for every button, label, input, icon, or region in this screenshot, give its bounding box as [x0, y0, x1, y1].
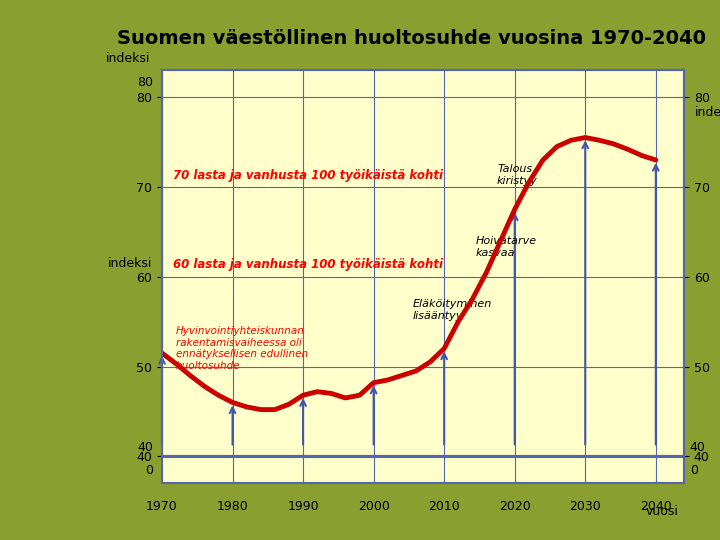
Text: 60 lasta ja vanhusta 100 työikäistä kohti: 60 lasta ja vanhusta 100 työikäistä koht…: [173, 258, 443, 271]
Text: Hoivatarve
kasvaa: Hoivatarve kasvaa: [476, 237, 537, 258]
Text: 0: 0: [145, 464, 153, 477]
Text: 1980: 1980: [217, 500, 248, 512]
Text: vuosi: vuosi: [646, 505, 679, 518]
Text: 80: 80: [138, 76, 153, 89]
Text: 2030: 2030: [570, 500, 601, 512]
Text: 0: 0: [690, 464, 698, 477]
Text: 40: 40: [690, 441, 706, 454]
Text: Hyvinvointiyhteiskunnan
rakentamisvaiheessa oli
ennätyksellisen edullinen
huolto: Hyvinvointiyhteiskunnan rakentamisvaihee…: [176, 326, 308, 371]
Text: 1970: 1970: [146, 500, 178, 512]
Text: 2010: 2010: [428, 500, 460, 512]
Text: 2000: 2000: [358, 500, 390, 512]
Text: 2040: 2040: [640, 500, 672, 512]
Text: Suomen väestöllinen huoltosuhde vuosina 1970-2040: Suomen väestöllinen huoltosuhde vuosina …: [117, 29, 706, 48]
Text: Eläköityminen
lisääntyy: Eläköityminen lisääntyy: [413, 299, 492, 321]
Text: 70 lasta ja vanhusta 100 työikäistä kohti: 70 lasta ja vanhusta 100 työikäistä koht…: [173, 168, 443, 181]
Text: 2020: 2020: [499, 500, 531, 512]
Text: 1990: 1990: [287, 500, 319, 512]
Text: indeksi: indeksi: [695, 105, 720, 119]
Text: 40: 40: [138, 441, 153, 454]
Text: indeksi: indeksi: [106, 52, 150, 65]
Text: Talous
kiristyy: Talous kiristyy: [497, 165, 538, 186]
Text: indeksi: indeksi: [108, 256, 153, 270]
